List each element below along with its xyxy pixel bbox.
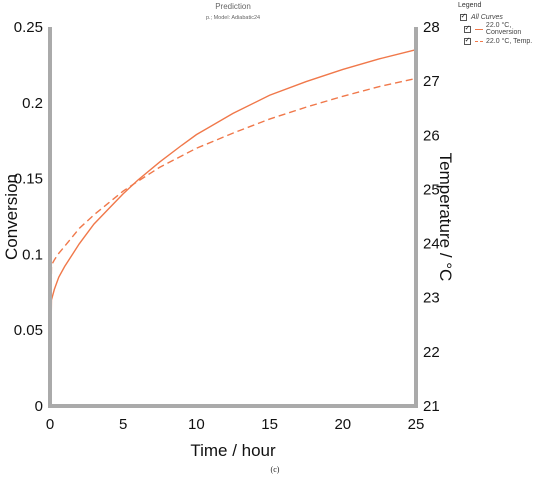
- y-tick-label: 0.25: [14, 19, 43, 36]
- y-axis-title: Conversion: [2, 174, 21, 260]
- y-tick-label: 0.2: [22, 95, 43, 112]
- y2-tick-label: 28: [423, 19, 440, 36]
- dashed-line-swatch-icon: [475, 40, 483, 42]
- y2-tick-label: 22: [423, 344, 440, 361]
- temperature-curve: [49, 77, 417, 407]
- figure-caption: (c): [270, 465, 280, 474]
- checkbox-checked-icon[interactable]: ✓: [460, 13, 467, 21]
- legend-title: Legend: [458, 2, 482, 9]
- legend-item-label: 22.0 °C, Temp.: [486, 37, 533, 45]
- checkbox-checked-icon[interactable]: ✓: [464, 25, 471, 33]
- y2-tick-label: 27: [423, 73, 440, 90]
- y2-axis-title: Temperature / °C: [436, 153, 455, 282]
- x-tick-label: 5: [119, 416, 127, 433]
- legend: Legend ✓ All Curves ✓ 22.0 °C, Conversio…: [458, 2, 548, 47]
- checkbox-checked-icon[interactable]: ✓: [464, 37, 471, 45]
- x-tick-label: 10: [188, 416, 205, 433]
- x-axis-title: Time / hour: [190, 441, 276, 460]
- y2-tick-label: 24: [423, 236, 440, 253]
- y2-tick-label: 25: [423, 181, 440, 198]
- y2-tick-label: 23: [423, 290, 440, 307]
- legend-all-curves[interactable]: ✓ All Curves: [458, 11, 548, 23]
- x-tick-label: 25: [408, 416, 425, 433]
- y-tick-label: 0.15: [14, 171, 43, 188]
- legend-item-conversion[interactable]: ✓ 22.0 °C, Conversion: [462, 22, 548, 36]
- chart-subtitle: p.; Model: Adiabatic24: [206, 15, 260, 21]
- x-tick-label: 15: [261, 416, 278, 433]
- legend-item-temperature[interactable]: ✓ 22.0 °C, Temp.: [462, 35, 548, 47]
- y2-tick-label: 21: [423, 398, 440, 415]
- solid-line-swatch-icon: [475, 28, 483, 30]
- x-tick-label: 20: [334, 416, 351, 433]
- y-tick-label: 0: [35, 398, 43, 415]
- y2-tick-label: 26: [423, 127, 440, 144]
- legend-all-curves-label: All Curves: [471, 13, 503, 21]
- y-tick-label: 0.05: [14, 322, 43, 339]
- legend-item-label: 22.0 °C, Conversion: [485, 22, 522, 36]
- x-tick-label: 0: [46, 416, 54, 433]
- conversion-curve: [49, 49, 417, 407]
- y-tick-label: 0.1: [22, 246, 43, 263]
- chart-title: Prediction: [215, 2, 251, 11]
